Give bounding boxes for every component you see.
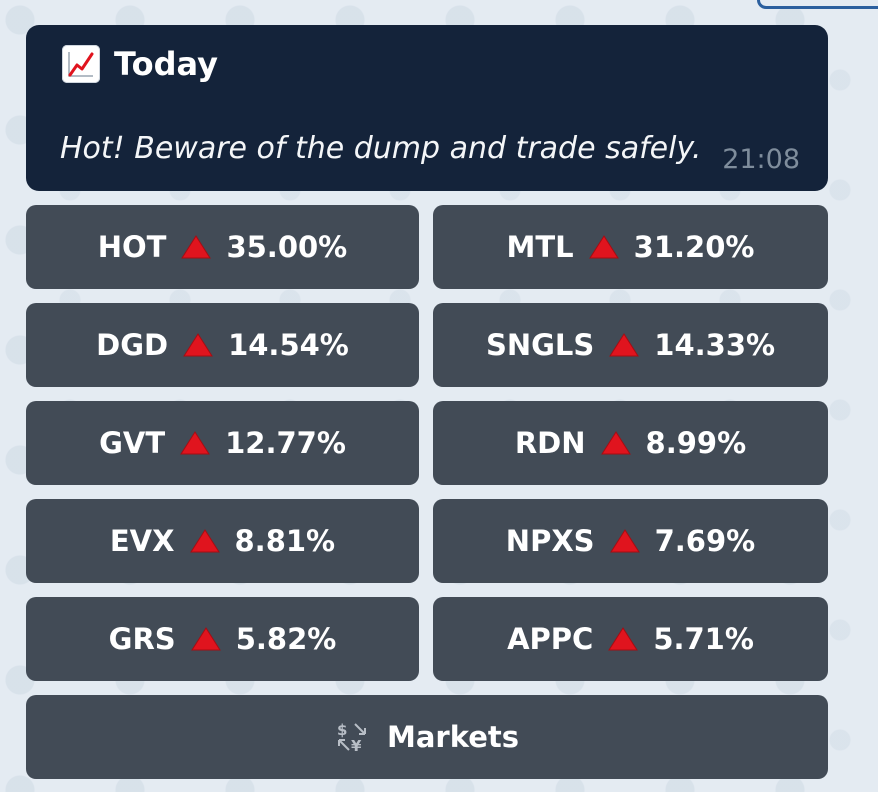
coin-button-dgd[interactable]: DGD 14.54% bbox=[26, 303, 419, 387]
coin-button-evx[interactable]: EVX 8.81% bbox=[26, 499, 419, 583]
coin-button-npxs[interactable]: NPXS 7.69% bbox=[433, 499, 828, 583]
coin-symbol: NPXS bbox=[505, 524, 595, 558]
red-triangle-up-icon bbox=[608, 627, 639, 651]
coin-button-hot[interactable]: HOT 35.00% bbox=[26, 205, 419, 289]
markets-label: Markets bbox=[386, 720, 520, 754]
coin-change: 5.82% bbox=[235, 622, 337, 656]
message-title: Today bbox=[62, 45, 218, 83]
coin-change: 31.20% bbox=[633, 230, 755, 264]
bot-message: Today Hot! Beware of the dump and trade … bbox=[26, 25, 828, 191]
message-text: Hot! Beware of the dump and trade safely… bbox=[60, 131, 702, 166]
red-triangle-up-icon bbox=[588, 235, 619, 259]
markets-button[interactable]: $ ¥ Markets bbox=[26, 695, 828, 779]
coin-symbol: RDN bbox=[514, 426, 586, 460]
message-title-text: Today bbox=[114, 45, 218, 83]
coin-change: 14.33% bbox=[654, 328, 776, 362]
red-triangle-up-icon bbox=[190, 627, 221, 651]
red-triangle-up-icon bbox=[609, 333, 640, 357]
svg-text:$: $ bbox=[337, 721, 347, 739]
red-triangle-up-icon bbox=[609, 529, 640, 553]
coin-symbol: GRS bbox=[108, 622, 176, 656]
svg-text:¥: ¥ bbox=[351, 737, 362, 754]
coin-button-rdn[interactable]: RDN 8.99% bbox=[433, 401, 828, 485]
red-triangle-up-icon bbox=[180, 431, 211, 455]
coin-change: 7.69% bbox=[654, 524, 756, 558]
coin-button-gvt[interactable]: GVT 12.77% bbox=[26, 401, 419, 485]
coin-change: 8.99% bbox=[645, 426, 747, 460]
red-triangle-up-icon bbox=[189, 529, 220, 553]
coin-change: 8.81% bbox=[234, 524, 336, 558]
coin-symbol: DGD bbox=[96, 328, 169, 362]
red-triangle-up-icon bbox=[181, 235, 212, 259]
coin-symbol: MTL bbox=[506, 230, 574, 264]
top-edge-element bbox=[757, 0, 878, 9]
coin-symbol: GVT bbox=[99, 426, 166, 460]
coin-change: 5.71% bbox=[653, 622, 754, 656]
currency-exchange-icon: $ ¥ bbox=[335, 720, 369, 754]
red-triangle-up-icon bbox=[183, 333, 213, 357]
coin-change: 35.00% bbox=[226, 230, 348, 264]
coin-symbol: HOT bbox=[97, 230, 167, 264]
chart-increasing-icon bbox=[62, 45, 100, 83]
coin-button-appc[interactable]: APPC 5.71% bbox=[433, 597, 828, 681]
coin-change: 14.54% bbox=[228, 328, 349, 362]
coin-button-sngls[interactable]: SNGLS 14.33% bbox=[433, 303, 828, 387]
coin-change: 12.77% bbox=[225, 426, 346, 460]
red-triangle-up-icon bbox=[600, 431, 631, 455]
coin-button-grs[interactable]: GRS 5.82% bbox=[26, 597, 419, 681]
coin-symbol: EVX bbox=[109, 524, 175, 558]
coin-symbol: APPC bbox=[507, 622, 594, 656]
coin-button-mtl[interactable]: MTL 31.20% bbox=[433, 205, 828, 289]
coin-symbol: SNGLS bbox=[485, 328, 595, 362]
message-timestamp: 21:08 bbox=[722, 144, 800, 175]
